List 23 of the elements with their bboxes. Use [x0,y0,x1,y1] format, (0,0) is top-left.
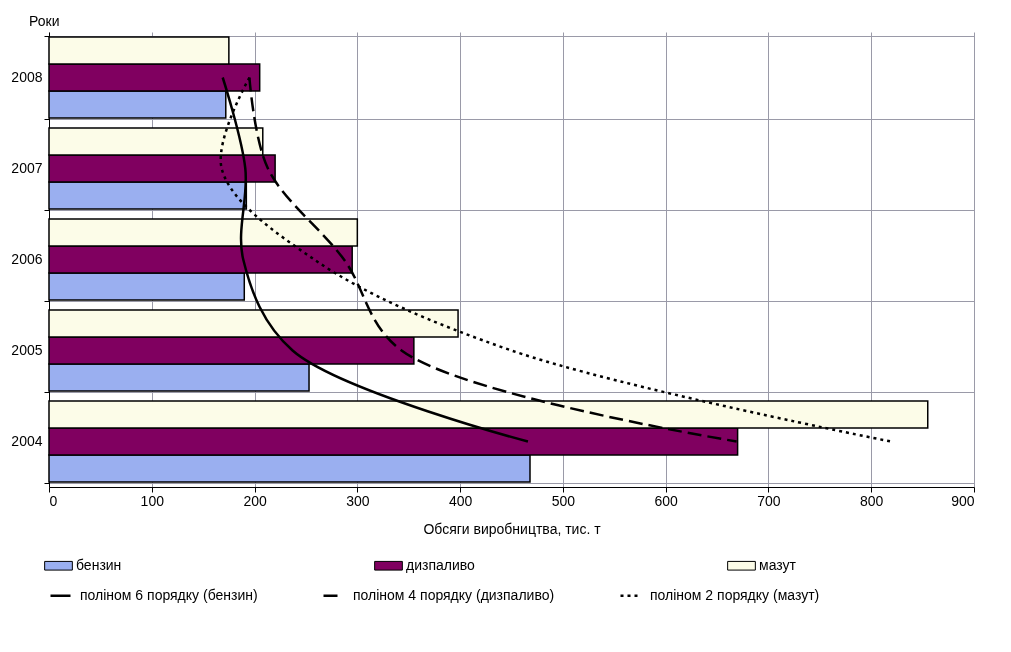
x-tick-label: 800 [860,492,884,509]
y-tick-label: 2005 [11,342,43,358]
y-tick-label: 2008 [11,69,43,85]
x-axis-title: Обсяги виробництва, тис. т [423,520,602,537]
x-tick-label: 100 [140,492,165,509]
x-tick-label: 700 [757,492,781,509]
x-tick-label: 0 [49,492,58,509]
x-tick-label: 500 [551,492,576,509]
x-tick-label: 200 [243,492,267,509]
legend-label: поліном 4 порядку (дизпаливо) [353,586,555,603]
x-tick-label: 400 [448,492,473,509]
y-axis-title: Роки [29,12,60,29]
x-tick-label: 600 [654,492,679,509]
y-tick-label: 2006 [11,251,43,267]
x-tick-label: 900 [951,492,975,509]
legend-label: поліном 2 порядку (мазут) [650,586,820,603]
legend-label: бензин [76,556,122,573]
y-tick-label: 2004 [11,433,43,449]
legend-label: дизпаливо [406,556,476,573]
y-tick-label: 2007 [11,160,43,176]
x-tick-label: 300 [346,492,370,509]
legend-label: мазут [759,556,797,573]
legend-label: поліном 6 порядку (бензин) [80,586,258,603]
